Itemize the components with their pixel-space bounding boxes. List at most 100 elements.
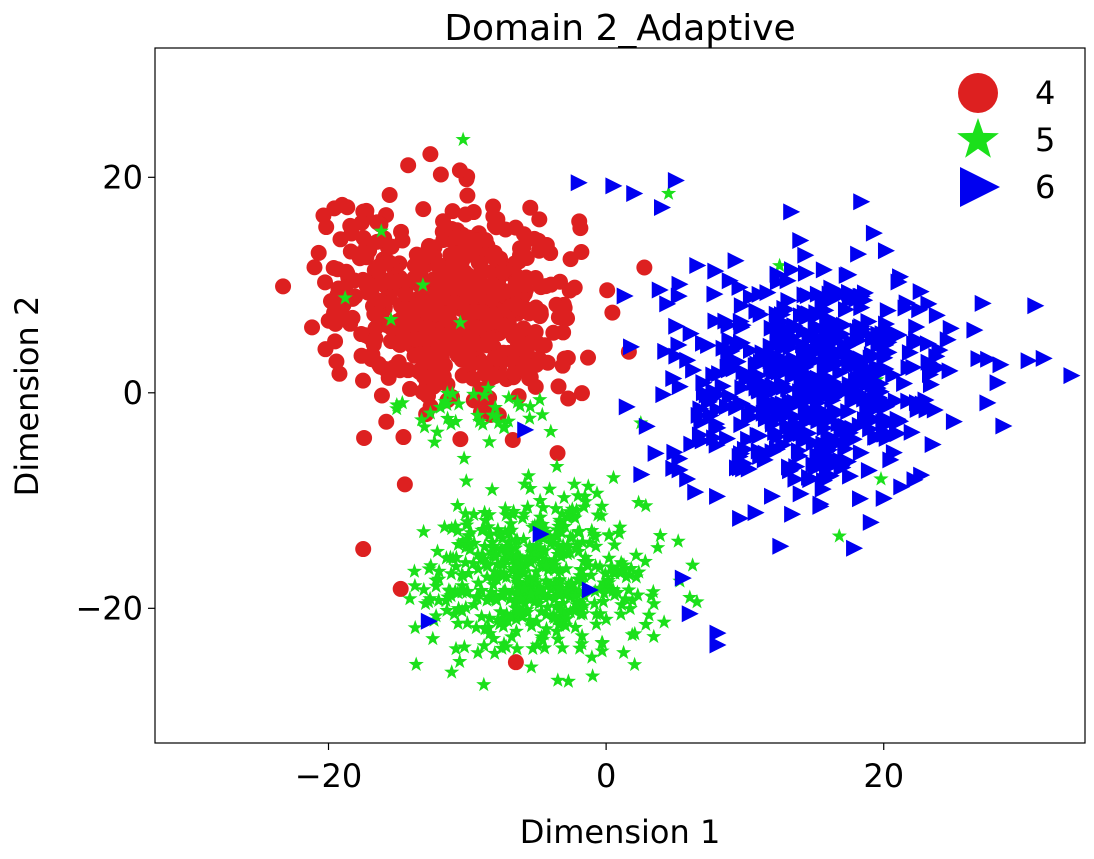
- point-series-4: [369, 233, 386, 250]
- point-series-6: [784, 261, 802, 279]
- point-series-6: [852, 444, 870, 462]
- point-series-4: [365, 333, 382, 350]
- point-series-5: [481, 619, 497, 635]
- point-series-4: [402, 380, 419, 397]
- point-series-6: [735, 460, 753, 478]
- point-series-5: [592, 558, 608, 574]
- point-series-5: [532, 391, 548, 407]
- point-series-5: [542, 481, 558, 496]
- point-series-6: [809, 285, 827, 303]
- point-series-5: [526, 594, 542, 609]
- point-series-6: [638, 417, 656, 435]
- point-series-4: [366, 306, 383, 323]
- point-series-6: [655, 386, 673, 404]
- point-series-5: [643, 588, 659, 603]
- point-series-5: [414, 411, 430, 427]
- point-series-6: [853, 193, 871, 211]
- point-series-6: [840, 403, 858, 421]
- point-series-6: [420, 612, 438, 630]
- point-series-5: [588, 538, 604, 553]
- point-series-5: [563, 575, 579, 590]
- point-series-5: [576, 597, 592, 613]
- point-series-6: [797, 358, 815, 376]
- point-series-6: [868, 428, 886, 446]
- point-series-6: [875, 417, 893, 435]
- point-series-6: [819, 405, 837, 423]
- point-series-5: [570, 487, 586, 503]
- point-series-4: [336, 279, 353, 296]
- point-series-5: [555, 595, 571, 610]
- point-series-5: [476, 637, 492, 653]
- point-series-6: [900, 392, 918, 410]
- point-series-4: [331, 365, 348, 382]
- point-series-5: [480, 380, 496, 395]
- legend: 4 5 6: [957, 73, 1055, 207]
- point-series-4: [390, 336, 407, 353]
- point-series-5: [508, 623, 524, 638]
- point-series-6: [826, 332, 844, 350]
- point-series-5: [627, 656, 643, 672]
- point-series-6: [685, 361, 703, 379]
- y-axis: −20 0 20: [75, 158, 155, 627]
- point-series-5: [571, 583, 587, 599]
- point-series-5: [488, 408, 504, 424]
- point-series-6: [930, 359, 948, 377]
- point-series-5: [496, 635, 512, 651]
- point-series-6: [830, 383, 848, 401]
- point-series-5: [548, 528, 564, 543]
- point-series-5: [546, 609, 562, 625]
- point-series-5: [550, 672, 566, 687]
- point-series-6: [682, 325, 700, 343]
- chart-title: Domain 2_Adaptive: [444, 8, 795, 49]
- point-series-4: [332, 231, 349, 248]
- point-series-6: [901, 344, 919, 362]
- point-series-5: [540, 599, 556, 614]
- point-series-5: [509, 640, 525, 656]
- point-series-5: [437, 393, 453, 408]
- point-series-5: [594, 498, 610, 513]
- point-series-6: [733, 297, 751, 315]
- point-series-4: [395, 429, 412, 446]
- point-series-5: [583, 567, 599, 582]
- point-series-4: [517, 302, 534, 319]
- point-series-4: [304, 319, 321, 336]
- point-series-6: [706, 429, 724, 447]
- point-series-6: [801, 468, 819, 486]
- point-series-6: [670, 287, 688, 305]
- point-series-5: [455, 131, 471, 147]
- point-series-5: [383, 311, 399, 326]
- point-series-5: [466, 386, 482, 401]
- legend-label-4: 4: [1035, 74, 1055, 112]
- point-series-5: [582, 535, 598, 550]
- point-series-6: [1063, 367, 1081, 385]
- point-series-5: [422, 405, 439, 420]
- point-series-5: [471, 413, 488, 428]
- point-series-5: [509, 592, 525, 608]
- point-series-5: [552, 542, 568, 557]
- point-series-4: [338, 263, 355, 280]
- point-series-5: [601, 574, 617, 590]
- point-series-6: [841, 291, 859, 309]
- point-series-5: [429, 543, 446, 558]
- point-series-5: [569, 537, 586, 552]
- point-series-5: [428, 608, 444, 623]
- point-series-4: [486, 368, 503, 385]
- point-series-5: [513, 591, 529, 606]
- point-series-5: [449, 497, 466, 513]
- point-series-5: [617, 591, 633, 606]
- point-series-5: [470, 644, 486, 660]
- point-series-6: [830, 415, 848, 433]
- point-series-5: [556, 489, 572, 505]
- point-series-5: [585, 668, 601, 683]
- point-series-5: [557, 518, 573, 533]
- point-series-5: [631, 564, 647, 579]
- point-series-5: [466, 506, 482, 522]
- point-series-6: [974, 294, 992, 312]
- point-series-6: [616, 287, 634, 305]
- point-series-4: [427, 376, 444, 393]
- point-series-5: [482, 610, 498, 625]
- point-series-5: [423, 557, 439, 573]
- point-series-6: [719, 430, 737, 448]
- point-series-5: [422, 590, 438, 606]
- point-series-4: [414, 384, 431, 401]
